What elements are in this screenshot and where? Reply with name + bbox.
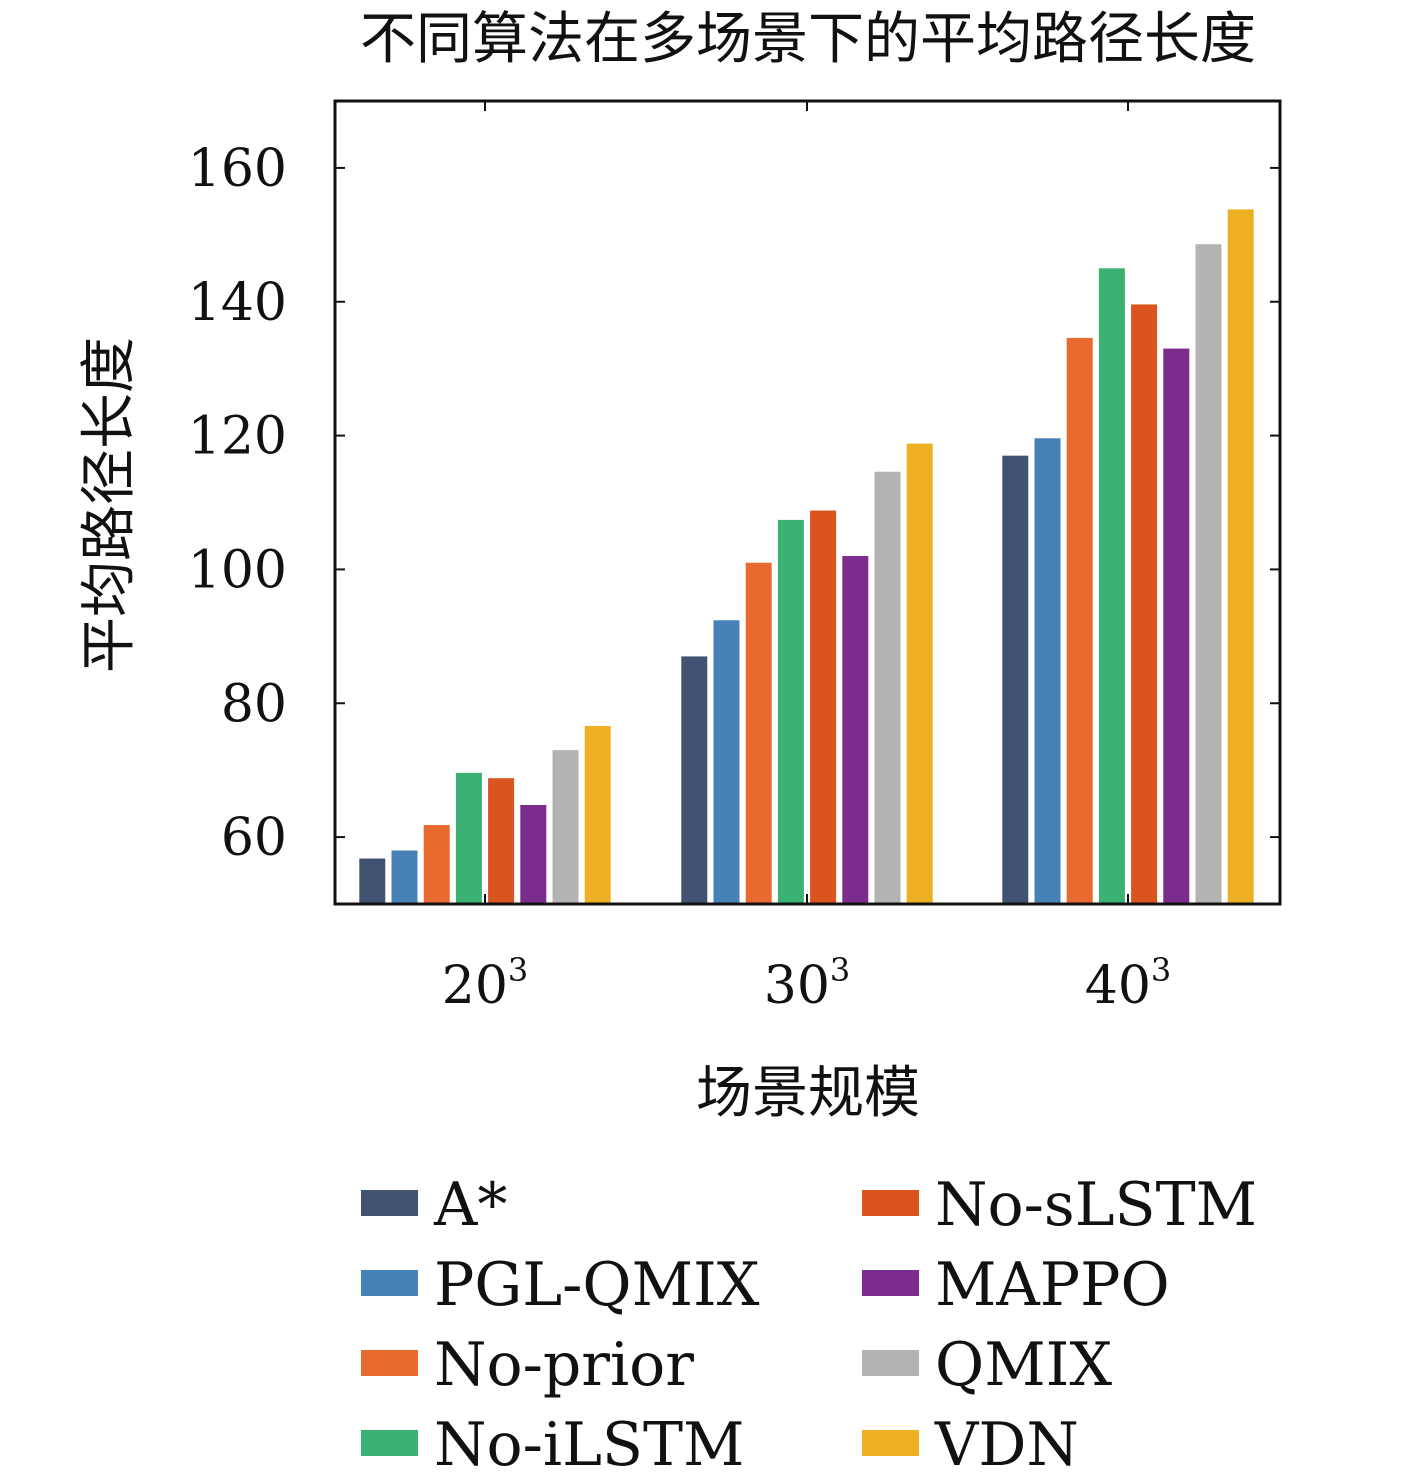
x-tick-label: 203 [442, 951, 529, 1016]
bar-vdn-3 [1227, 209, 1254, 904]
x-tick-label: 403 [1085, 951, 1172, 1016]
legend-label: MAPPO [935, 1250, 1170, 1320]
legend-label: A* [433, 1170, 507, 1240]
legend-label: QMIX [935, 1330, 1112, 1400]
bar-a--3 [1002, 455, 1029, 904]
y-tick-label: 100 [188, 540, 287, 600]
bar-no-ilstm-1 [455, 772, 482, 904]
legend-label: No-prior [434, 1330, 694, 1400]
bar-vdn-1 [584, 726, 611, 904]
bar-mappo-2 [842, 556, 869, 904]
legend-swatch [862, 1350, 919, 1376]
y-tick-label: 80 [221, 674, 287, 734]
legend-swatch [361, 1270, 418, 1296]
y-tick-label: 160 [188, 139, 287, 199]
legend-label: No-iLSTM [434, 1410, 745, 1480]
bar-pgl-qmix-3 [1034, 438, 1061, 904]
legend-swatch [862, 1190, 919, 1216]
chart-title: 不同算法在多场景下的平均路径长度 [360, 7, 1256, 72]
y-tick-label: 60 [221, 808, 287, 868]
legend-label: PGL-QMIX [434, 1250, 760, 1320]
bar-pgl-qmix-1 [391, 850, 418, 904]
legend-label: VDN [934, 1410, 1079, 1480]
legend-swatch [862, 1430, 919, 1456]
ticks-group: 60 80 100 120 140 160 [188, 101, 1280, 904]
x-axis-label: 场景规模 [696, 1061, 920, 1126]
bar-qmix-2 [874, 471, 901, 904]
y-tick-label: 140 [188, 273, 287, 333]
bar-no-prior-1 [423, 825, 450, 904]
x-tick-labels: 203 303 403 [442, 951, 1172, 1016]
bar-mappo-3 [1163, 348, 1190, 905]
plot-area-frame [333, 99, 1282, 906]
y-tick-label: 120 [188, 407, 287, 467]
bar-no-ilstm-2 [777, 519, 804, 904]
bars-group [359, 209, 1254, 905]
legend: A* PGL-QMIX No-prior No-iLSTM No-sLSTM MAPPO Q… [361, 1170, 1257, 1480]
legend-swatch [862, 1270, 919, 1296]
bar-qmix-3 [1195, 244, 1222, 904]
bar-no-prior-2 [745, 562, 772, 904]
bar-mappo-1 [520, 804, 547, 904]
y-axis-label: 平均路径长度 [77, 337, 142, 673]
bar-no-slstm-3 [1131, 304, 1158, 904]
legend-swatch [361, 1430, 418, 1456]
bar-qmix-1 [552, 750, 579, 904]
bar-a--2 [681, 656, 708, 904]
bar-vdn-2 [906, 443, 933, 904]
bar-no-slstm-2 [810, 510, 837, 904]
bar-no-slstm-1 [488, 778, 515, 904]
bar-a--1 [359, 858, 386, 904]
x-tick-label: 303 [764, 951, 851, 1016]
bar-no-prior-3 [1066, 337, 1093, 904]
legend-label: No-sLSTM [935, 1170, 1257, 1240]
bar-no-ilstm-3 [1098, 268, 1125, 904]
legend-swatch [361, 1190, 418, 1216]
legend-swatch [361, 1350, 418, 1376]
bar-pgl-qmix-2 [713, 620, 740, 904]
